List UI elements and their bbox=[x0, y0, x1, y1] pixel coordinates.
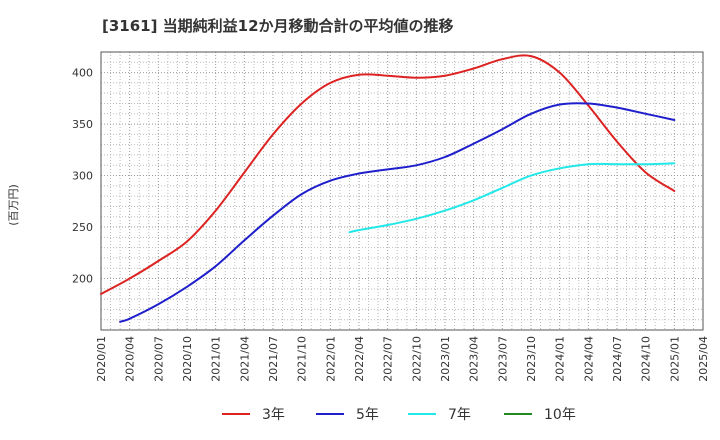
x-tick-label: 2024/10 bbox=[640, 336, 653, 382]
x-tick-label: 2022/01 bbox=[324, 336, 337, 382]
x-tick-label: 2020/04 bbox=[124, 336, 137, 382]
series-line-0 bbox=[100, 54, 676, 295]
y-axis-ticks: 200 250 300 350 400 bbox=[72, 67, 93, 286]
x-tick-label: 2022/10 bbox=[410, 336, 423, 382]
x-tick-label: 2023/04 bbox=[468, 336, 481, 382]
x-tick-label: 2021/10 bbox=[296, 336, 309, 382]
x-tick-label: 2022/07 bbox=[382, 336, 395, 382]
x-tick-label: 2020/07 bbox=[152, 336, 165, 382]
legend-label-2: 7年 bbox=[448, 407, 471, 423]
y-tick-label: 300 bbox=[72, 170, 93, 183]
legend-label-3: 10年 bbox=[544, 407, 576, 423]
x-tick-label: 2024/07 bbox=[611, 336, 624, 382]
legend-label-1: 5年 bbox=[356, 407, 379, 423]
x-tick-label: 2025/04 bbox=[697, 336, 710, 382]
x-tick-label: 2023/07 bbox=[496, 336, 509, 382]
x-tick-label: 2022/04 bbox=[353, 336, 366, 382]
x-tick-label: 2021/07 bbox=[267, 336, 280, 382]
plot-frame bbox=[100, 51, 704, 331]
x-tick-label: 2024/01 bbox=[554, 336, 567, 382]
series-line-2 bbox=[348, 162, 676, 234]
grid bbox=[100, 52, 704, 330]
y-axis-label: (百万円) bbox=[7, 184, 20, 226]
x-tick-label: 2020/10 bbox=[181, 336, 194, 382]
legend-label-0: 3年 bbox=[262, 407, 285, 423]
x-tick-label: 2023/10 bbox=[525, 336, 538, 382]
x-tick-label: 2025/01 bbox=[668, 336, 681, 382]
chart-title: [3161] 当期純利益12か月移動合計の平均値の推移 bbox=[102, 17, 454, 35]
legend: 3年 5年 7年 10年 bbox=[222, 407, 576, 423]
y-tick-label: 400 bbox=[72, 67, 93, 80]
x-axis-ticks: 2020/01 2020/04 2020/07 2020/10 2021/01 2021/… bbox=[95, 336, 710, 382]
x-tick-label: 2020/01 bbox=[95, 336, 108, 382]
x-tick-label: 2021/04 bbox=[238, 336, 251, 382]
x-tick-label: 2024/04 bbox=[582, 336, 595, 382]
series-line-1 bbox=[119, 102, 676, 323]
y-tick-label: 200 bbox=[72, 273, 93, 286]
y-tick-label: 350 bbox=[72, 118, 93, 131]
x-tick-label: 2021/01 bbox=[210, 336, 223, 382]
y-tick-label: 250 bbox=[72, 221, 93, 234]
series-lines bbox=[100, 54, 676, 323]
x-tick-label: 2023/01 bbox=[439, 336, 452, 382]
